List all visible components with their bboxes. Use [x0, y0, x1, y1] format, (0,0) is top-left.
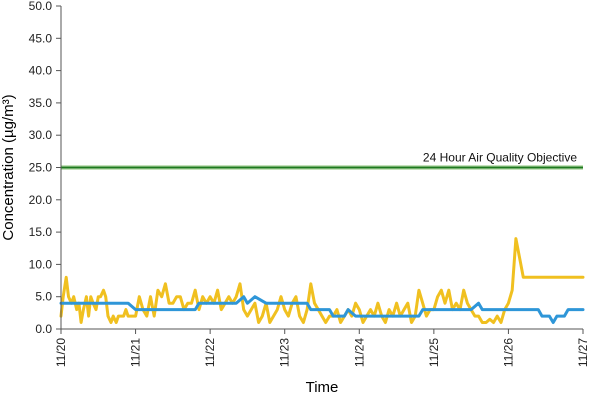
y-tick-label: 10.0	[29, 257, 53, 271]
y-axis-title: Concentration (µg/m³)	[0, 94, 17, 240]
x-axis-ticks: 11/20 11/21 11/22 11/23 11/24 11/25 11/26 11/27	[54, 329, 590, 367]
y-axis-ticks: 0.0 5.0 10.0 15.0 20.0 25.0 30.0 35.0 40.0 45.0 50…	[29, 0, 61, 336]
y-tick-label: 40.0	[29, 64, 53, 78]
x-tick-label: 11/25	[427, 338, 441, 367]
series-line-1	[59, 237, 585, 324]
x-axis-title: Time	[306, 379, 339, 396]
series-line-2	[59, 295, 585, 324]
y-tick-label: 25.0	[29, 161, 53, 175]
x-tick-label: 11/27	[576, 338, 590, 367]
y-tick-label: 15.0	[29, 225, 53, 239]
y-tick-label: 45.0	[29, 31, 53, 45]
y-tick-label: 30.0	[29, 128, 53, 142]
y-tick-label: 0.0	[35, 322, 52, 336]
reference-line-label: 24 Hour Air Quality Objective	[423, 151, 577, 165]
series-layer	[59, 237, 585, 324]
y-tick-label: 20.0	[29, 193, 53, 207]
x-tick-label: 11/21	[129, 338, 143, 367]
y-tick-label: 50.0	[29, 0, 53, 13]
x-tick-label: 11/23	[278, 338, 292, 367]
y-tick-label: 35.0	[29, 96, 53, 110]
x-tick-label: 11/24	[352, 338, 366, 367]
x-tick-label: 11/26	[501, 338, 515, 367]
x-tick-label: 11/20	[54, 338, 68, 367]
x-tick-label: 11/22	[203, 338, 217, 367]
y-tick-label: 5.0	[35, 290, 52, 304]
